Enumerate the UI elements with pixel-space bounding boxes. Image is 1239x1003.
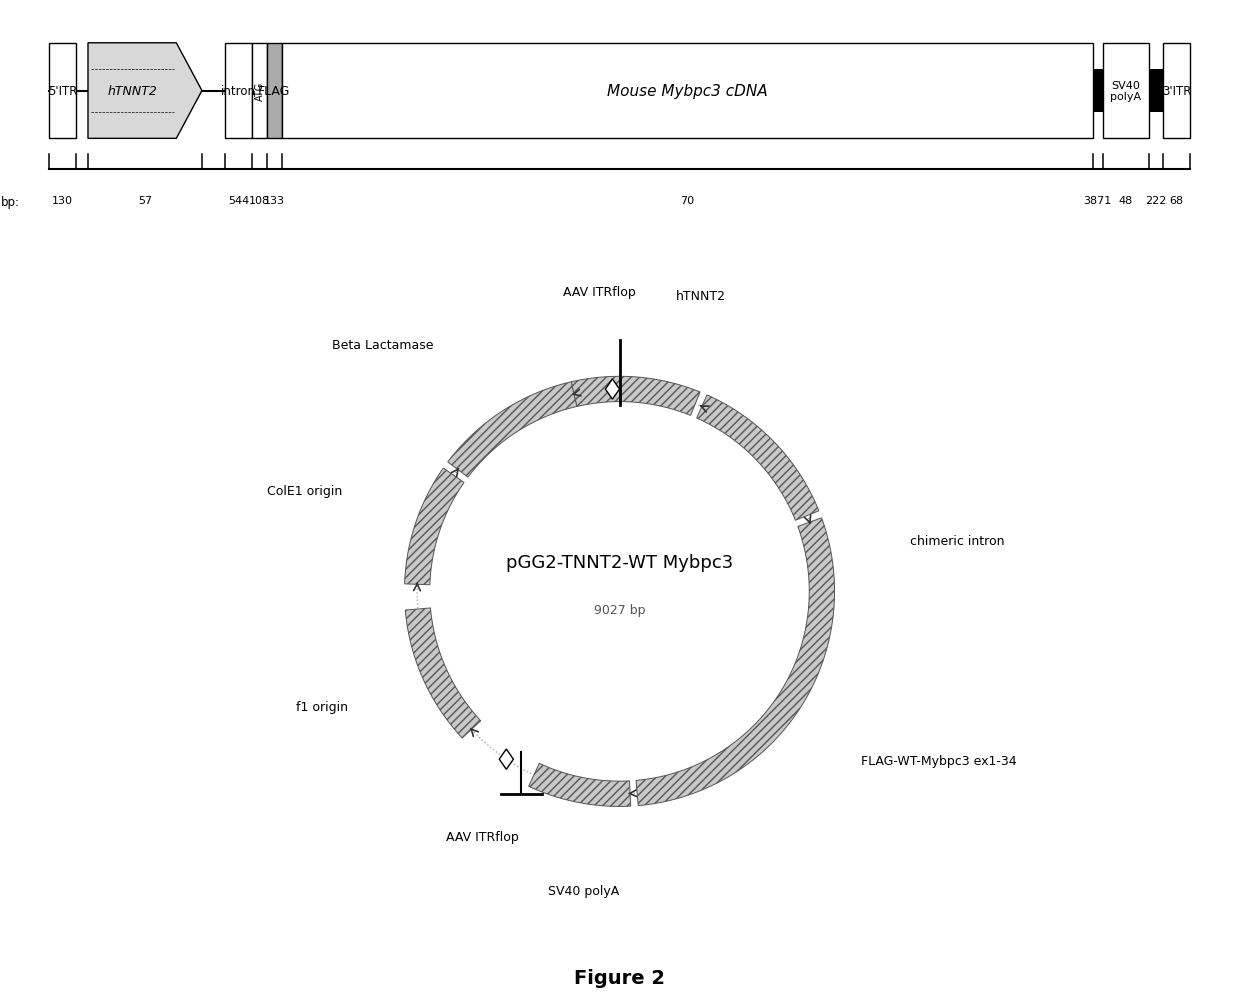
Text: 108: 108 xyxy=(249,196,270,206)
Text: f1 origin: f1 origin xyxy=(296,700,348,713)
Bar xyxy=(253,44,268,139)
Text: 70: 70 xyxy=(680,196,694,206)
Text: AAV ITRflop: AAV ITRflop xyxy=(563,285,636,298)
Polygon shape xyxy=(405,468,465,585)
Bar xyxy=(281,44,1093,139)
Bar xyxy=(48,44,76,139)
Text: 9027 bp: 9027 bp xyxy=(593,604,646,616)
Text: 3'ITR: 3'ITR xyxy=(1162,85,1192,98)
Text: hTNNT2: hTNNT2 xyxy=(108,85,157,98)
Text: AAV ITRflop: AAV ITRflop xyxy=(446,829,519,843)
Polygon shape xyxy=(499,749,513,769)
Bar xyxy=(1149,70,1163,113)
Bar xyxy=(1163,44,1191,139)
Text: 133: 133 xyxy=(264,196,285,206)
Text: ColE1 origin: ColE1 origin xyxy=(268,484,343,497)
Text: pGG2-TNNT2-WT Mybpc3: pGG2-TNNT2-WT Mybpc3 xyxy=(506,554,733,572)
Bar xyxy=(224,44,253,139)
Polygon shape xyxy=(447,382,577,477)
Bar xyxy=(268,44,281,139)
Text: 57: 57 xyxy=(138,196,152,206)
Polygon shape xyxy=(696,395,819,521)
Text: FLAG-WT-Mybpc3 ex1-34: FLAG-WT-Mybpc3 ex1-34 xyxy=(861,754,1016,767)
Text: chimeric intron: chimeric intron xyxy=(909,535,1004,548)
Text: 3871: 3871 xyxy=(1083,196,1111,206)
Text: 130: 130 xyxy=(52,196,73,206)
Text: 5'ITR: 5'ITR xyxy=(48,85,77,98)
Polygon shape xyxy=(529,763,631,806)
Polygon shape xyxy=(571,377,700,416)
Text: Figure 2: Figure 2 xyxy=(574,969,665,987)
Text: ATG: ATG xyxy=(255,82,265,101)
Text: Mouse Mybpc3 cDNA: Mouse Mybpc3 cDNA xyxy=(607,84,767,99)
Text: 68: 68 xyxy=(1170,196,1183,206)
Bar xyxy=(1103,44,1149,139)
Text: SV40
polyA: SV40 polyA xyxy=(1110,80,1141,102)
Polygon shape xyxy=(405,608,481,738)
Text: 222: 222 xyxy=(1146,196,1167,206)
Polygon shape xyxy=(606,379,620,400)
Text: SV40 polyA: SV40 polyA xyxy=(548,884,620,897)
Text: intron: intron xyxy=(221,85,256,98)
Polygon shape xyxy=(636,519,835,805)
Text: Beta Lactamase: Beta Lactamase xyxy=(332,339,434,352)
Text: 48: 48 xyxy=(1119,196,1132,206)
Text: FLAG: FLAG xyxy=(258,85,291,98)
Text: 544: 544 xyxy=(228,196,249,206)
Text: bp:: bp: xyxy=(1,196,20,209)
Text: hTNNT2: hTNNT2 xyxy=(675,290,726,303)
Polygon shape xyxy=(88,44,202,139)
Bar xyxy=(1093,70,1103,113)
